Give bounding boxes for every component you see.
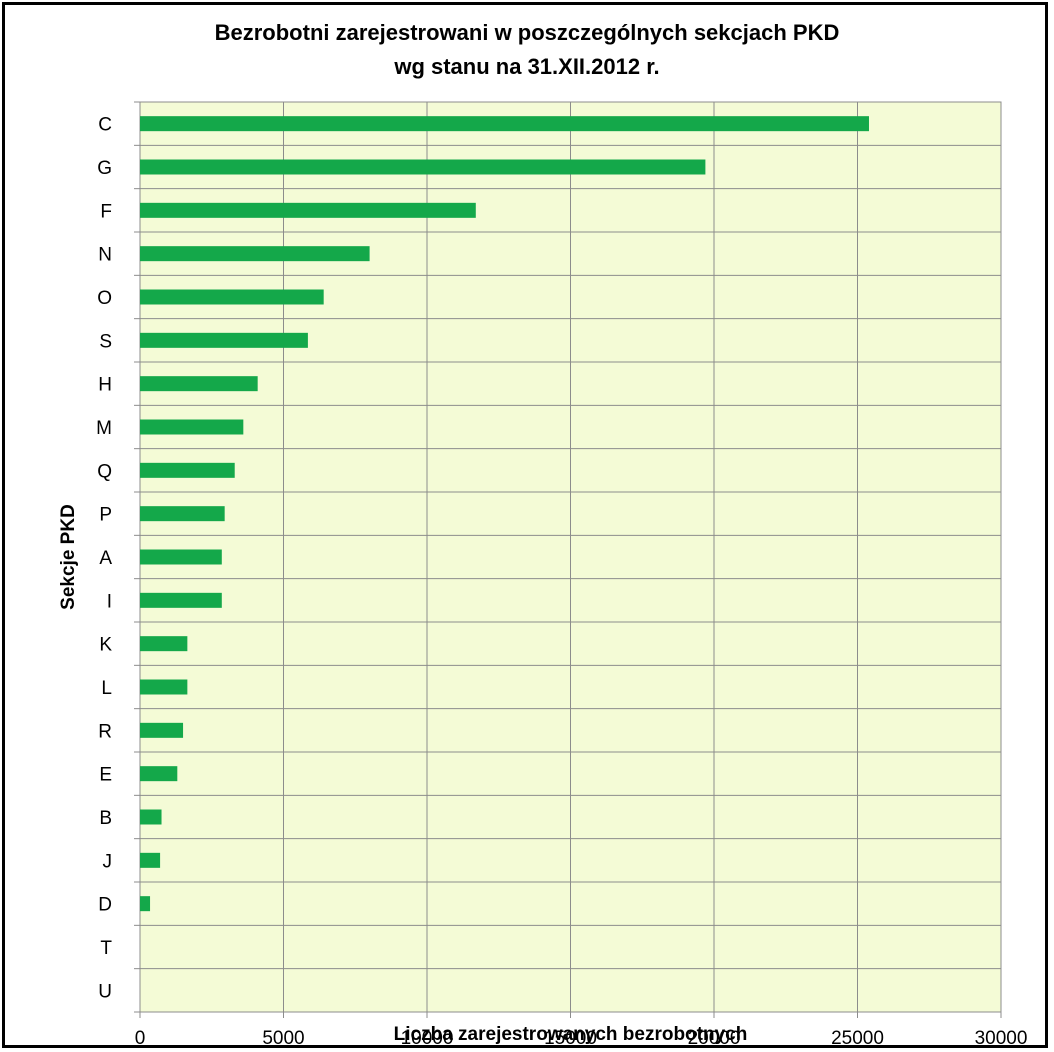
category-label-D: D — [98, 895, 112, 916]
category-label-O: O — [97, 288, 112, 309]
category-label-H: H — [98, 375, 112, 396]
bars — [140, 116, 869, 912]
x-tick-label: 25000 — [831, 1028, 884, 1049]
bar-R — [140, 722, 184, 738]
bar-F — [140, 202, 476, 218]
x-tick-label: 0 — [135, 1028, 146, 1049]
category-label-E: E — [99, 765, 112, 786]
bar-G — [140, 159, 706, 175]
chart-subtitle: wg stanu na 31.XII.2012 r. — [394, 54, 660, 79]
x-axis-title: Liczba zarejestrowanych bezrobotnych — [394, 1024, 748, 1045]
bar-K — [140, 636, 188, 652]
category-labels: C G F N O S H M Q P A I K L R E B J D T U — [96, 115, 112, 1003]
bar-N — [140, 246, 370, 262]
category-label-N: N — [98, 245, 112, 266]
bar-J — [140, 852, 161, 868]
category-label-M: M — [96, 418, 112, 439]
bar-C — [140, 116, 869, 132]
category-label-Q: Q — [97, 461, 112, 482]
category-label-F: F — [100, 201, 112, 222]
category-label-J: J — [103, 851, 113, 872]
x-tick-label: 5000 — [262, 1028, 304, 1049]
bar-M — [140, 419, 244, 435]
category-label-K: K — [99, 635, 112, 656]
category-label-A: A — [99, 548, 112, 569]
category-label-I: I — [107, 591, 112, 612]
chart-title: Bezrobotni zarejestrowani w poszczególny… — [214, 20, 840, 45]
bar-P — [140, 506, 225, 522]
x-tick-label: 30000 — [975, 1028, 1028, 1049]
category-label-L: L — [101, 678, 112, 699]
bar-O — [140, 289, 324, 305]
bar-L — [140, 679, 188, 695]
category-label-T: T — [100, 938, 112, 959]
category-label-R: R — [98, 721, 112, 742]
category-label-S: S — [99, 331, 112, 352]
bar-D — [140, 896, 151, 912]
category-label-P: P — [99, 505, 112, 526]
category-label-B: B — [99, 808, 112, 829]
x-tick-label: 10000 — [401, 1028, 454, 1049]
category-label-C: C — [98, 115, 112, 136]
x-tick-label: 20000 — [688, 1028, 741, 1049]
bar-Q — [140, 462, 235, 478]
bar-B — [140, 809, 162, 825]
bar-I — [140, 592, 222, 608]
category-label-U: U — [98, 981, 112, 1002]
y-axis-title: Sekcje PKD — [58, 504, 79, 610]
bar-H — [140, 376, 258, 392]
x-tick-label: 15000 — [544, 1028, 597, 1049]
x-tick-labels: 0 5000 10000 15000 20000 25000 30000 — [135, 1028, 1028, 1049]
bar-S — [140, 332, 308, 348]
bar-E — [140, 766, 178, 782]
gridlines — [134, 101, 1002, 1018]
category-label-G: G — [97, 158, 112, 179]
bar-A — [140, 549, 222, 565]
